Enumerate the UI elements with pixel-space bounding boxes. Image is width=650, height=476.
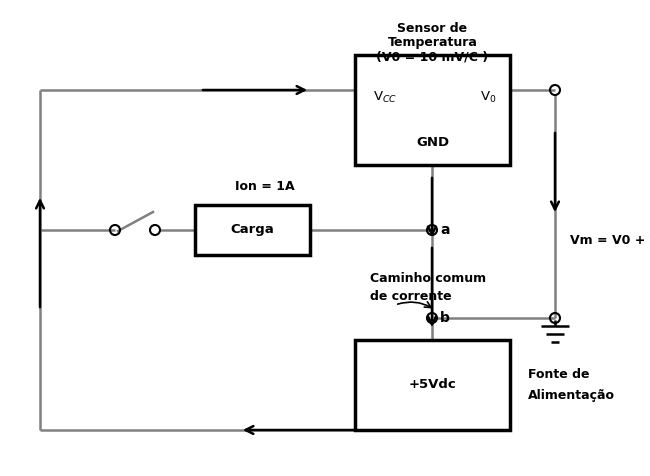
Text: Caminho comum: Caminho comum bbox=[370, 271, 486, 285]
Text: GND: GND bbox=[416, 137, 449, 149]
Text: de corrente: de corrente bbox=[370, 289, 452, 303]
Text: Vm = V0 + Vab: Vm = V0 + Vab bbox=[570, 234, 650, 247]
Text: Ion = 1A: Ion = 1A bbox=[235, 180, 294, 193]
Text: Fonte de: Fonte de bbox=[528, 368, 590, 381]
Text: Carga: Carga bbox=[231, 224, 274, 237]
Text: (V0 = 10 mV/C ): (V0 = 10 mV/C ) bbox=[376, 50, 489, 63]
Bar bbox=[355, 55, 510, 165]
Text: b: b bbox=[440, 311, 450, 325]
Bar bbox=[355, 340, 510, 430]
Text: Temperatura: Temperatura bbox=[387, 36, 478, 49]
Text: Sensor de: Sensor de bbox=[397, 22, 467, 35]
Text: V$_0$: V$_0$ bbox=[480, 89, 497, 105]
Text: +5Vdc: +5Vdc bbox=[409, 378, 456, 391]
Text: a: a bbox=[440, 223, 450, 237]
Text: Alimentação: Alimentação bbox=[528, 388, 615, 401]
Text: V$_{CC}$: V$_{CC}$ bbox=[373, 89, 397, 105]
Bar bbox=[195, 205, 310, 255]
